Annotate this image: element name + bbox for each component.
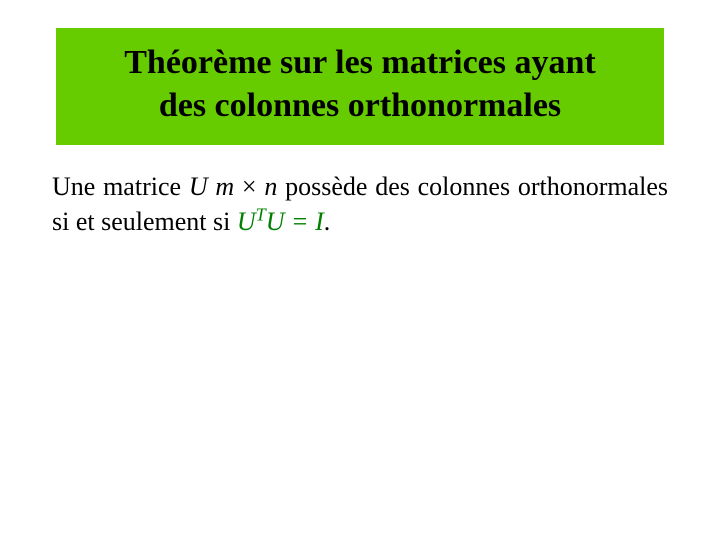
title-box: Théorème sur les matrices ayant des colo…: [56, 28, 664, 145]
var-U: U: [189, 172, 208, 201]
formula-UI: U = I: [266, 207, 324, 236]
var-m: m: [215, 172, 234, 201]
title-line-1: Théorème sur les matrices ayant: [76, 42, 644, 85]
theorem-body: Une matrice U m × n possède des colonnes…: [48, 169, 672, 239]
title-line-2: des colonnes orthonormales: [76, 85, 644, 128]
body-pre: Une matrice: [52, 172, 189, 201]
formula-U: U: [237, 207, 256, 236]
body-period: .: [324, 207, 331, 236]
slide: Théorème sur les matrices ayant des colo…: [0, 0, 720, 540]
formula-T: T: [256, 204, 266, 224]
var-n: n: [264, 172, 277, 201]
body-times: ×: [234, 172, 264, 201]
